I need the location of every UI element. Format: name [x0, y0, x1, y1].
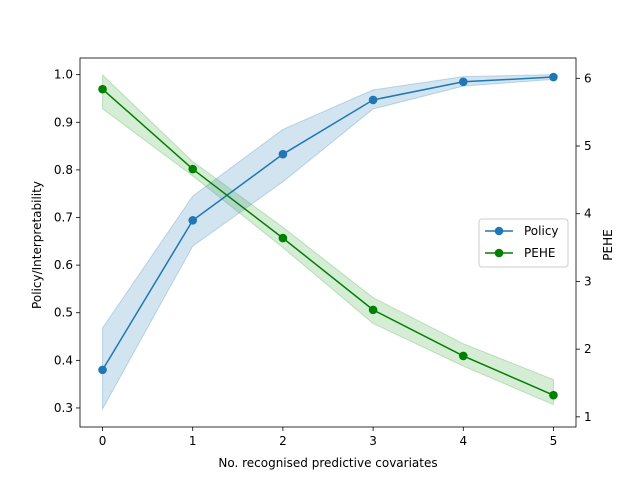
pehe-confidence-band	[102, 73, 554, 406]
policy-point	[549, 72, 558, 82]
pehe-point	[98, 84, 107, 94]
y-left-tick-label: 0.9	[54, 115, 73, 129]
axes: 0 1 2 3 4 5 0.3 0.4 0.5 0.6 0.7 0.8 0.9 1.0 1 2 3 4 5 6	[54, 57, 592, 448]
x-tick-label: 4	[459, 434, 467, 448]
legend-policy-label: Policy	[524, 224, 559, 238]
policy-point	[368, 95, 378, 105]
y-axis-label-right: PEHE	[601, 229, 615, 260]
policy-point	[188, 216, 198, 225]
pehe-point	[549, 390, 558, 400]
x-axis-label: No. recognised predictive covariates	[218, 456, 437, 470]
x-tick-label: 1	[189, 434, 197, 448]
y-right-tick-label: 2	[584, 342, 592, 356]
pehe-point	[188, 164, 198, 174]
pehe-line	[102, 88, 554, 396]
x-tick-label: 3	[369, 434, 377, 448]
y-left-tick-label: 0.3	[54, 401, 73, 415]
y-left-tick-label: 0.7	[54, 211, 73, 225]
legend-policy-marker	[494, 226, 504, 236]
pehe-point	[458, 351, 468, 361]
legend: Policy PEHE	[478, 218, 569, 268]
y-axis-label-left: Policy/Interpretability	[30, 181, 44, 309]
y-left-tick-label: 0.4	[54, 353, 73, 367]
policy-point	[278, 149, 288, 159]
y-right-tick-label: 1	[584, 410, 592, 424]
y-right-tick-label: 5	[584, 139, 592, 153]
y-left-tick-label: 0.6	[54, 258, 73, 272]
policy-line	[101, 76, 554, 371]
plot-frame	[79, 57, 577, 428]
y-right-tick-label: 6	[584, 71, 592, 85]
y-left-tick-label: 0.8	[54, 163, 73, 177]
pehe-point	[368, 305, 378, 315]
pehe-point	[278, 233, 288, 243]
y-left-tick-label: 1.0	[54, 68, 73, 82]
y-right-tick-label: 4	[584, 207, 592, 221]
x-tick-label: 0	[99, 434, 107, 448]
x-tick-label: 5	[550, 434, 558, 448]
x-tick-label: 2	[279, 434, 287, 448]
policy-point	[98, 365, 107, 375]
y-right-tick-label: 3	[584, 274, 592, 288]
legend-pehe-marker	[494, 248, 504, 258]
policy-point	[458, 77, 468, 87]
legend-pehe-label: PEHE	[524, 246, 555, 260]
y-left-tick-label: 0.5	[54, 306, 73, 320]
series-lines	[98, 72, 558, 400]
